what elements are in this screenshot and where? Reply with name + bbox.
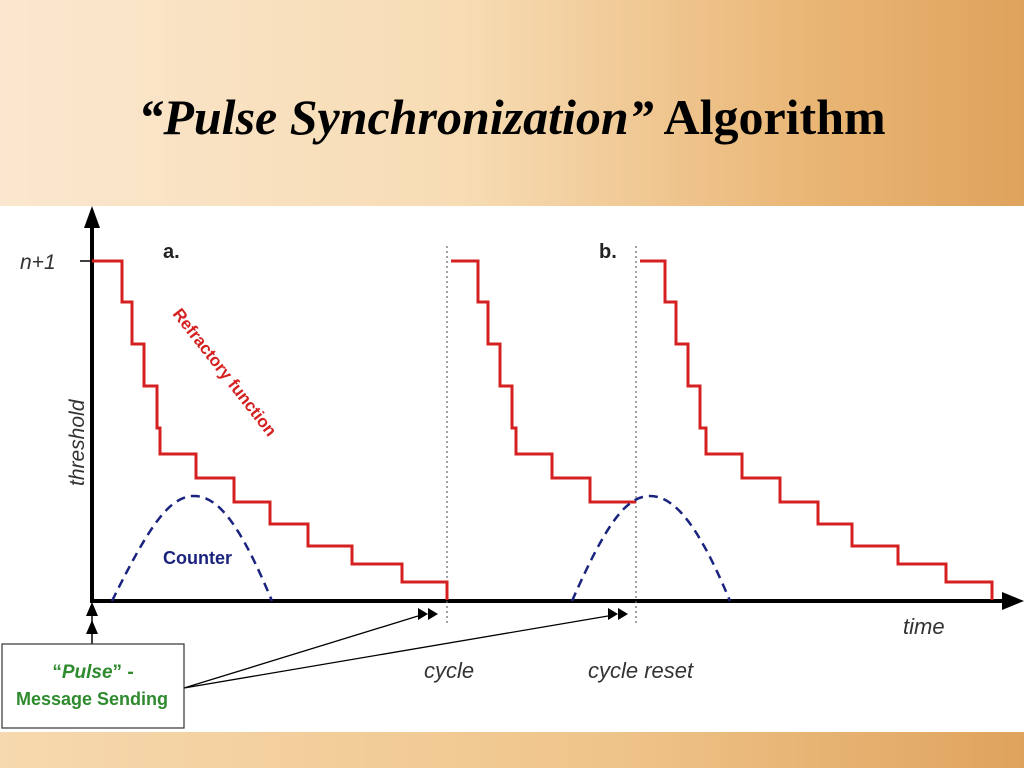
pulse-quote-open: “ xyxy=(52,662,62,683)
sync-diagram: n+1 threshold a. b. Refractory function … xyxy=(1,206,1024,729)
refractory-function-label: Refractory function xyxy=(169,305,281,440)
y-axis-label: threshold xyxy=(66,398,89,486)
title-rest: Algorithm xyxy=(653,89,886,145)
x-axis-label: time xyxy=(903,614,945,639)
pulse-marker-cycle-reset xyxy=(608,608,628,620)
panel-a-label: a. xyxy=(163,241,180,263)
pulse-word: Pulse xyxy=(62,662,113,683)
pulse-arrow-to-cycle xyxy=(183,615,419,689)
counter-curve-a xyxy=(110,494,274,602)
slide-title: “Pulse Synchronization” Algorithm xyxy=(0,88,1024,146)
pulse-box-line2: Message Sending xyxy=(16,689,168,709)
pulse-marker-cycle xyxy=(418,608,438,620)
x-axis-arrowhead xyxy=(1002,592,1024,610)
panel-b-label: b. xyxy=(599,241,617,263)
bottom-band xyxy=(0,732,1024,768)
title-quote-open: “ xyxy=(138,89,164,145)
title-quote-close: ” xyxy=(628,89,654,145)
y-tick-label: n+1 xyxy=(20,251,56,274)
cycle-label: cycle xyxy=(424,658,474,683)
pulse-quote-close: ” - xyxy=(113,662,134,683)
pulse-arrow-to-cycle-reset xyxy=(183,615,609,689)
counter-label: Counter xyxy=(163,548,232,568)
refractory-step-curve-b xyxy=(640,259,994,600)
diagram-panel: n+1 threshold a. b. Refractory function … xyxy=(0,206,1024,732)
pulse-message-box xyxy=(1,643,185,729)
title-italic-part: Pulse Synchronization xyxy=(163,89,629,145)
counter-curve-b xyxy=(570,494,732,602)
y-axis-arrowhead xyxy=(84,206,100,228)
cycle-reset-label: cycle reset xyxy=(588,658,694,683)
refractory-step-curve-mid xyxy=(451,259,636,504)
origin-up-arrow xyxy=(86,602,98,634)
refractory-step-curve-a xyxy=(92,259,449,600)
pulse-box-line1: “Pulse” - xyxy=(52,662,133,683)
